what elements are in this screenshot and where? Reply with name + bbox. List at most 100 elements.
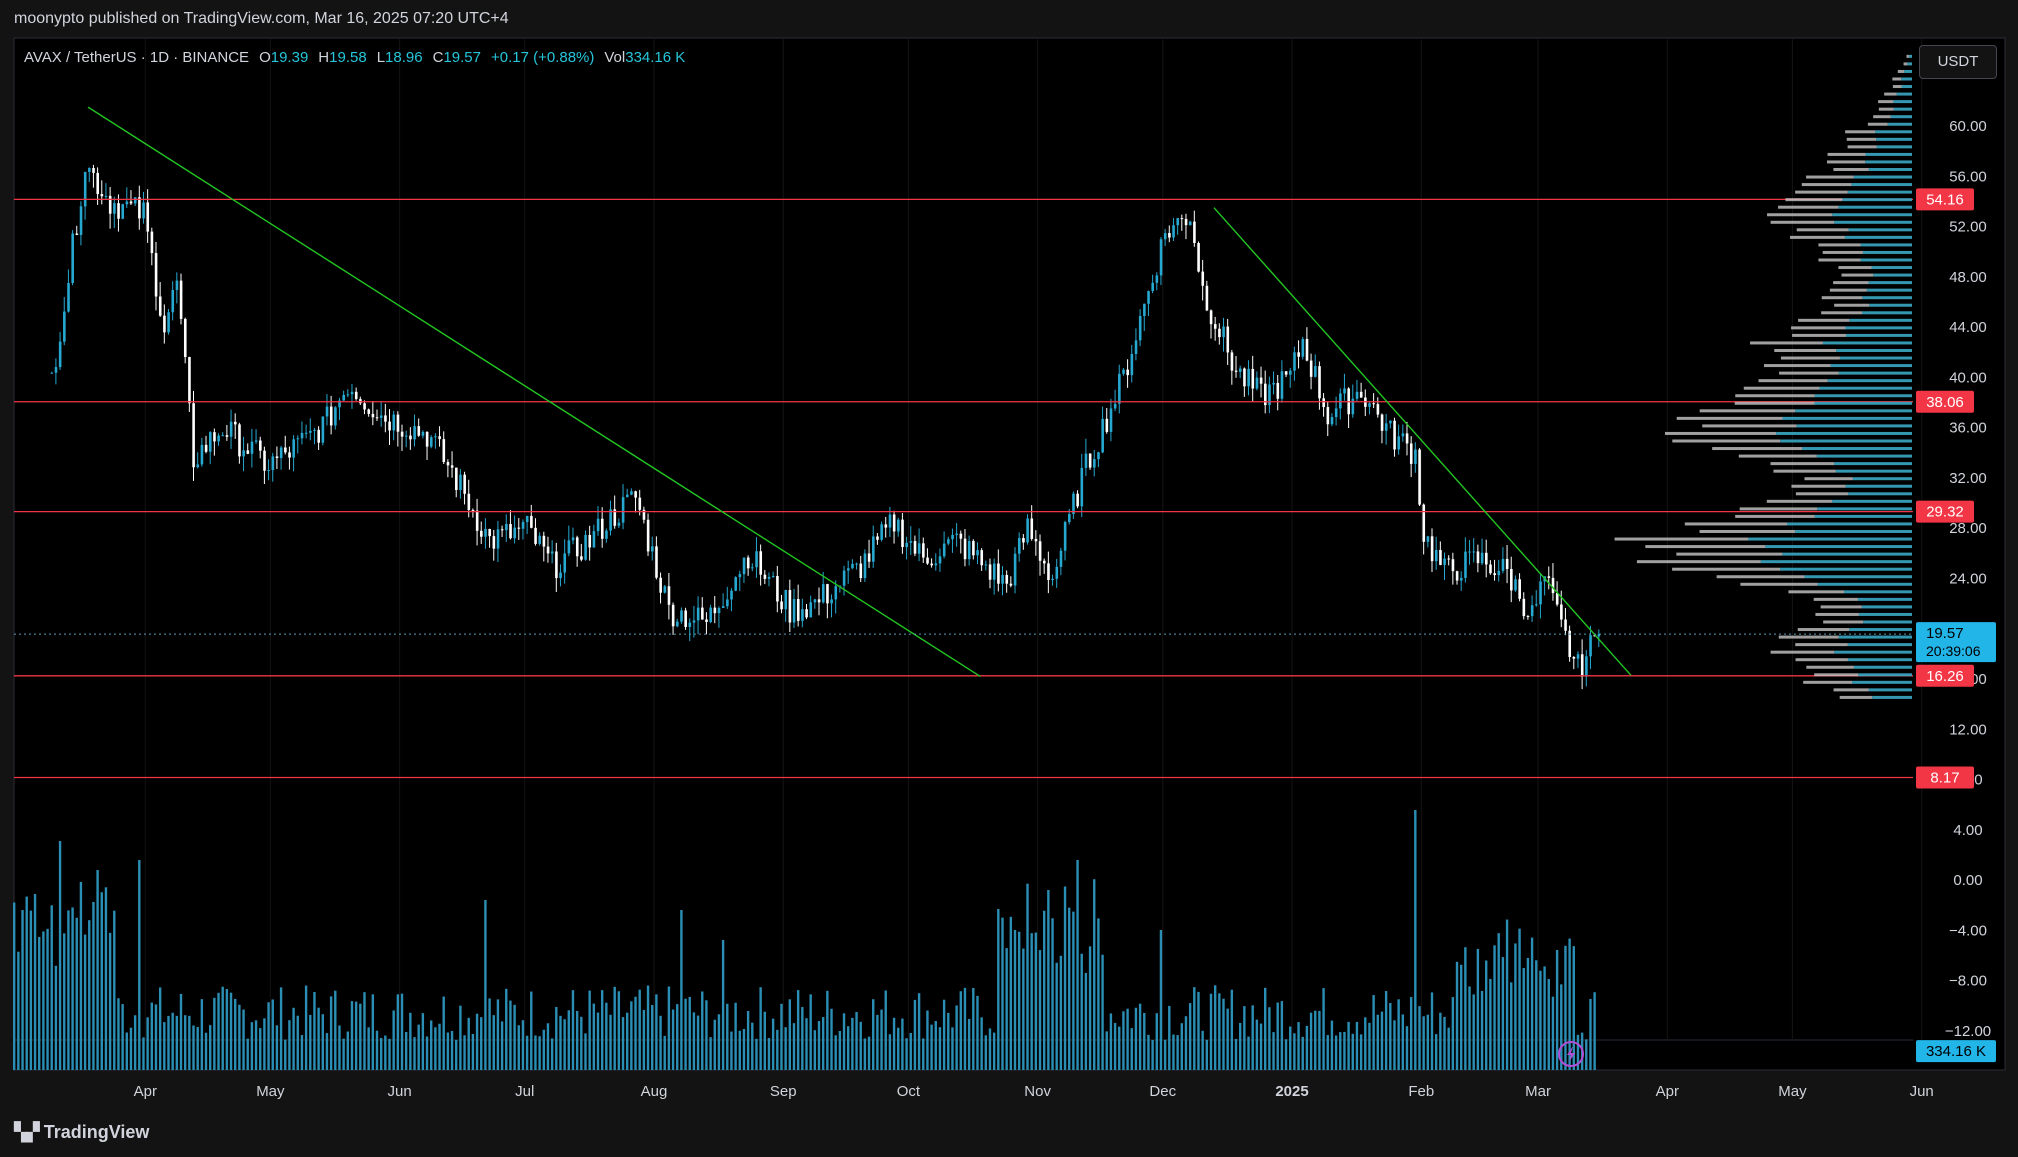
- candle-body: [688, 622, 692, 627]
- candle-body: [430, 437, 433, 447]
- volume-bar: [676, 1004, 679, 1070]
- candle-body: [705, 619, 708, 623]
- volume-bar: [701, 991, 704, 1070]
- volume-bar: [342, 1038, 345, 1070]
- volume-bar: [951, 1027, 954, 1070]
- volume-profile-bar: [1892, 85, 1902, 89]
- volume-bar: [146, 1017, 149, 1070]
- volume-profile-bar: [1796, 424, 1912, 428]
- candle-body: [1026, 518, 1029, 543]
- volume-bar: [851, 1017, 854, 1070]
- volume-profile-bar: [1875, 130, 1912, 134]
- candle-body: [851, 563, 854, 569]
- candle-body: [930, 563, 933, 566]
- volume-profile-bar: [1818, 258, 1861, 262]
- candle-body: [1305, 339, 1309, 361]
- volume-bar: [1226, 1008, 1229, 1070]
- volume-bar: [1364, 1017, 1367, 1070]
- candle-body: [288, 452, 291, 458]
- volume-bar: [980, 1017, 983, 1070]
- volume-bar: [63, 933, 66, 1070]
- volume-bar: [730, 1031, 733, 1070]
- volume-profile-bar: [1836, 348, 1912, 352]
- volume-bar: [972, 987, 975, 1070]
- volume-bar: [367, 1027, 370, 1070]
- volume-value: 334.16 K: [625, 49, 686, 66]
- candle-body: [755, 551, 758, 568]
- volume-bar: [1430, 992, 1434, 1070]
- volume-bar: [555, 1006, 558, 1070]
- volume-bar: [58, 841, 62, 1070]
- volume-bar: [696, 1015, 700, 1070]
- volume-bar: [196, 1026, 199, 1070]
- current-price-text: 19.57: [1926, 625, 1964, 642]
- volume-bar: [646, 985, 650, 1070]
- currency-button[interactable]: USDT: [1919, 45, 1997, 79]
- volume-bar: [279, 987, 283, 1070]
- candle-body: [1247, 368, 1250, 387]
- candle-body: [1593, 635, 1597, 637]
- volume-bar: [1272, 1032, 1275, 1070]
- candle-body: [530, 515, 533, 528]
- volume-bar: [188, 1015, 191, 1070]
- candle-body: [338, 400, 341, 408]
- volume-profile-bar: [1907, 62, 1912, 66]
- candle-body: [1384, 423, 1388, 431]
- candle-body: [621, 497, 625, 523]
- candle-body: [1309, 360, 1313, 377]
- volume-bar: [1318, 1010, 1321, 1070]
- volume-profile-bar: [1815, 612, 1859, 616]
- candle-body: [780, 601, 783, 610]
- volume-bar: [809, 994, 812, 1070]
- candle-body: [379, 415, 383, 418]
- volume-bar: [1585, 1039, 1588, 1070]
- volume-bar: [1547, 979, 1550, 1070]
- volume-bar: [1180, 1023, 1183, 1070]
- volume-bar: [1134, 1007, 1138, 1070]
- candle-body: [92, 168, 95, 173]
- candle-body: [1585, 656, 1588, 677]
- candle-body: [54, 367, 58, 373]
- time-tick-label: 2025: [1275, 1083, 1308, 1100]
- candle-body: [1468, 551, 1471, 553]
- volume-profile-bar: [1788, 590, 1845, 594]
- candle-body: [638, 497, 642, 510]
- volume-bar: [38, 936, 41, 1070]
- volume-bar: [738, 1030, 741, 1070]
- candle-body: [1409, 443, 1413, 464]
- symbol-title[interactable]: AVAX / TetherUS · 1D · BINANCE: [24, 49, 250, 66]
- candle-body: [951, 534, 954, 540]
- candle-body: [1564, 619, 1567, 631]
- candle-body: [1072, 493, 1075, 514]
- volume-bar: [217, 992, 220, 1070]
- change-value: +0.17 (+0.88%): [490, 49, 595, 66]
- candle-body: [980, 550, 984, 566]
- volume-profile-bar: [1734, 401, 1815, 405]
- volume-profile-bar: [1798, 318, 1850, 322]
- candle-body: [1464, 551, 1467, 578]
- volume-bar: [88, 920, 91, 1070]
- volume-bar: [1013, 930, 1017, 1070]
- candle-body: [121, 204, 125, 219]
- volume-bar: [892, 1017, 896, 1070]
- volume-bar: [171, 1012, 174, 1070]
- candle-body: [1434, 550, 1438, 562]
- volume-bar: [1314, 1010, 1317, 1070]
- candle-body: [459, 474, 462, 491]
- candle-body: [922, 543, 925, 558]
- price-tick-label: 48.00: [1949, 269, 1987, 286]
- volume-profile-bar: [1778, 205, 1839, 209]
- candle-body: [913, 541, 917, 554]
- candle-body: [1234, 370, 1238, 372]
- volume-bar: [734, 1002, 737, 1070]
- volume-bar: [1422, 1016, 1425, 1070]
- candle-body: [129, 201, 133, 204]
- volume-bar: [13, 902, 16, 1070]
- candle-body: [1130, 353, 1134, 376]
- candle-body: [901, 519, 904, 548]
- volume-bar: [755, 1038, 758, 1070]
- candle-body: [759, 551, 763, 575]
- volume-profile-bar: [1896, 92, 1912, 96]
- volume-bar: [976, 995, 979, 1070]
